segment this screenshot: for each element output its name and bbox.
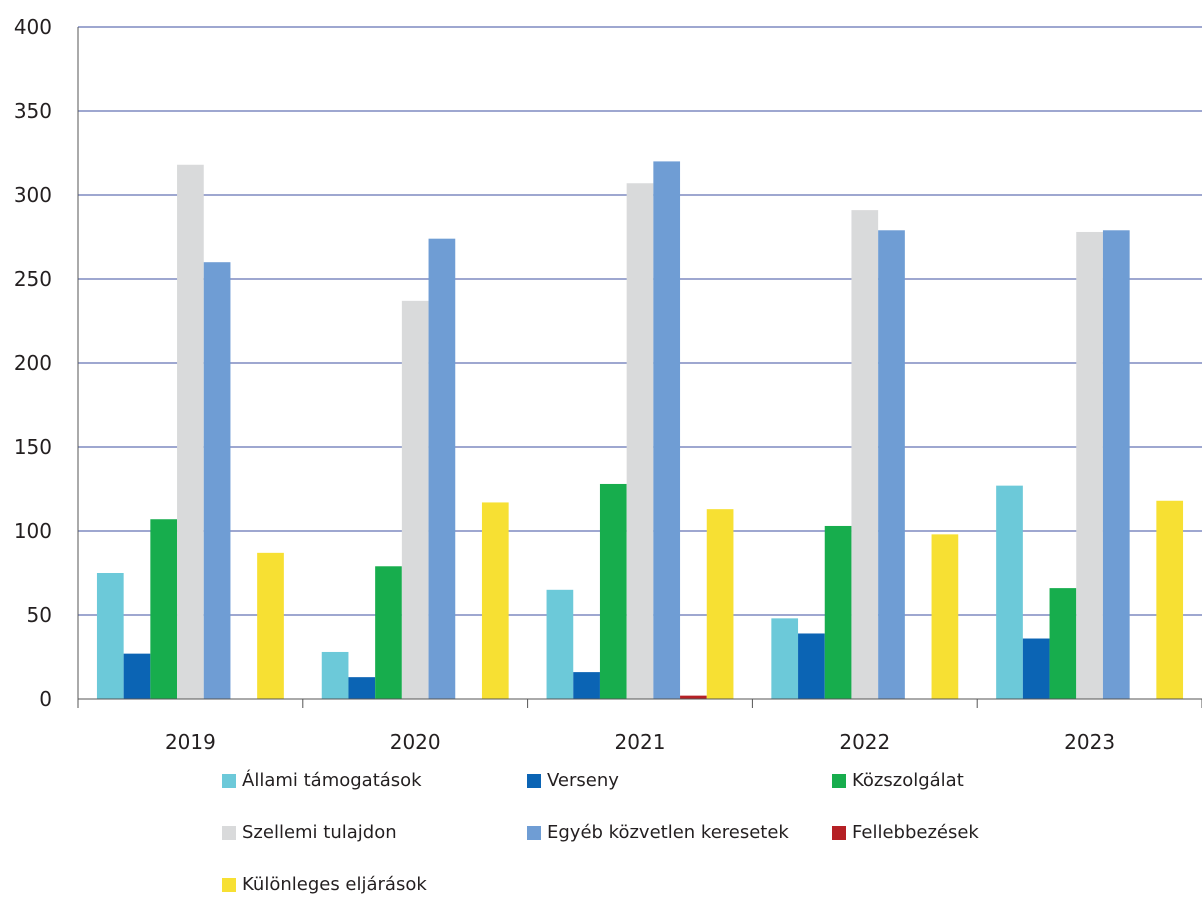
y-axis-ticks: 0 50 100 150 200 250 300 350 400 (14, 15, 52, 711)
legend-label: Különleges eljárások (242, 874, 427, 895)
bar-2021-6 (707, 509, 734, 699)
bar-2022-1 (798, 633, 825, 699)
y-tick-label: 350 (14, 99, 52, 123)
x-axis-ticks: 2019 2020 2021 2022 2023 (165, 730, 1115, 754)
bar-2020-0 (322, 652, 349, 699)
x-tick-label: 2021 (615, 730, 666, 754)
legend-item: Állami támogatások (222, 770, 422, 791)
bar-2019-2 (150, 519, 177, 699)
legend-label: Egyéb közvetlen keresetek (547, 822, 789, 843)
bar-2023-3 (1076, 232, 1103, 699)
bar-2023-2 (1050, 588, 1077, 699)
bar-2022-4 (878, 230, 905, 699)
x-tick-label: 2020 (390, 730, 441, 754)
y-tick-label: 300 (14, 183, 52, 207)
y-tick-label: 200 (14, 351, 52, 375)
y-tick-label: 50 (27, 603, 52, 627)
y-tick-label: 100 (14, 519, 52, 543)
legend-label: Állami támogatások (242, 770, 422, 791)
bar-2020-1 (348, 677, 375, 699)
bar-2019-4 (204, 262, 231, 699)
x-tick-label: 2019 (165, 730, 216, 754)
y-tick-label: 250 (14, 267, 52, 291)
bar-2021-3 (627, 183, 654, 699)
legend-swatch (527, 774, 541, 788)
legend-item: Egyéb közvetlen keresetek (527, 822, 789, 843)
bar-2019-6 (257, 553, 284, 699)
x-tick-label: 2022 (839, 730, 890, 754)
bar-2023-0 (996, 486, 1023, 699)
legend-swatch (832, 826, 846, 840)
bar-2020-3 (402, 301, 429, 699)
legend-label: Szellemi tulajdon (242, 822, 397, 843)
legend-swatch (222, 774, 236, 788)
x-axis (78, 699, 1202, 708)
bar-2021-2 (600, 484, 627, 699)
bar-2022-3 (851, 210, 878, 699)
bar-2022-6 (932, 534, 959, 699)
legend-swatch (832, 774, 846, 788)
bars (97, 161, 1183, 699)
bar-2020-4 (429, 239, 456, 699)
legend-item: Fellebbezések (832, 822, 979, 843)
legend-label: Verseny (547, 770, 619, 791)
bar-2023-6 (1156, 501, 1183, 699)
legend-swatch (222, 878, 236, 892)
legend-item: Különleges eljárások (222, 874, 427, 895)
legend-swatch (222, 826, 236, 840)
bar-2022-2 (825, 526, 852, 699)
bar-chart: 0 50 100 150 200 250 300 350 400 2019 2020 2021 202… (0, 0, 1202, 770)
y-tick-label: 400 (14, 15, 52, 39)
bar-2023-4 (1103, 230, 1130, 699)
bar-2020-6 (482, 502, 509, 699)
bar-2022-0 (771, 618, 798, 699)
legend-item: Közszolgálat (832, 770, 964, 791)
y-tick-label: 150 (14, 435, 52, 459)
bar-2021-0 (547, 590, 574, 699)
legend-label: Fellebbezések (852, 822, 979, 843)
legend-item: Verseny (527, 770, 619, 791)
bar-2020-2 (375, 566, 402, 699)
bar-2019-0 (97, 573, 124, 699)
bar-2021-1 (573, 672, 600, 699)
x-tick-label: 2023 (1064, 730, 1115, 754)
legend-swatch (527, 826, 541, 840)
bar-2021-4 (653, 161, 680, 699)
bar-2021-5 (680, 696, 707, 699)
legend-label: Közszolgálat (852, 770, 964, 791)
y-tick-label: 0 (39, 687, 52, 711)
bar-2019-3 (177, 165, 204, 699)
bar-2019-1 (124, 654, 151, 699)
legend-item: Szellemi tulajdon (222, 822, 397, 843)
bar-2023-1 (1023, 639, 1050, 699)
